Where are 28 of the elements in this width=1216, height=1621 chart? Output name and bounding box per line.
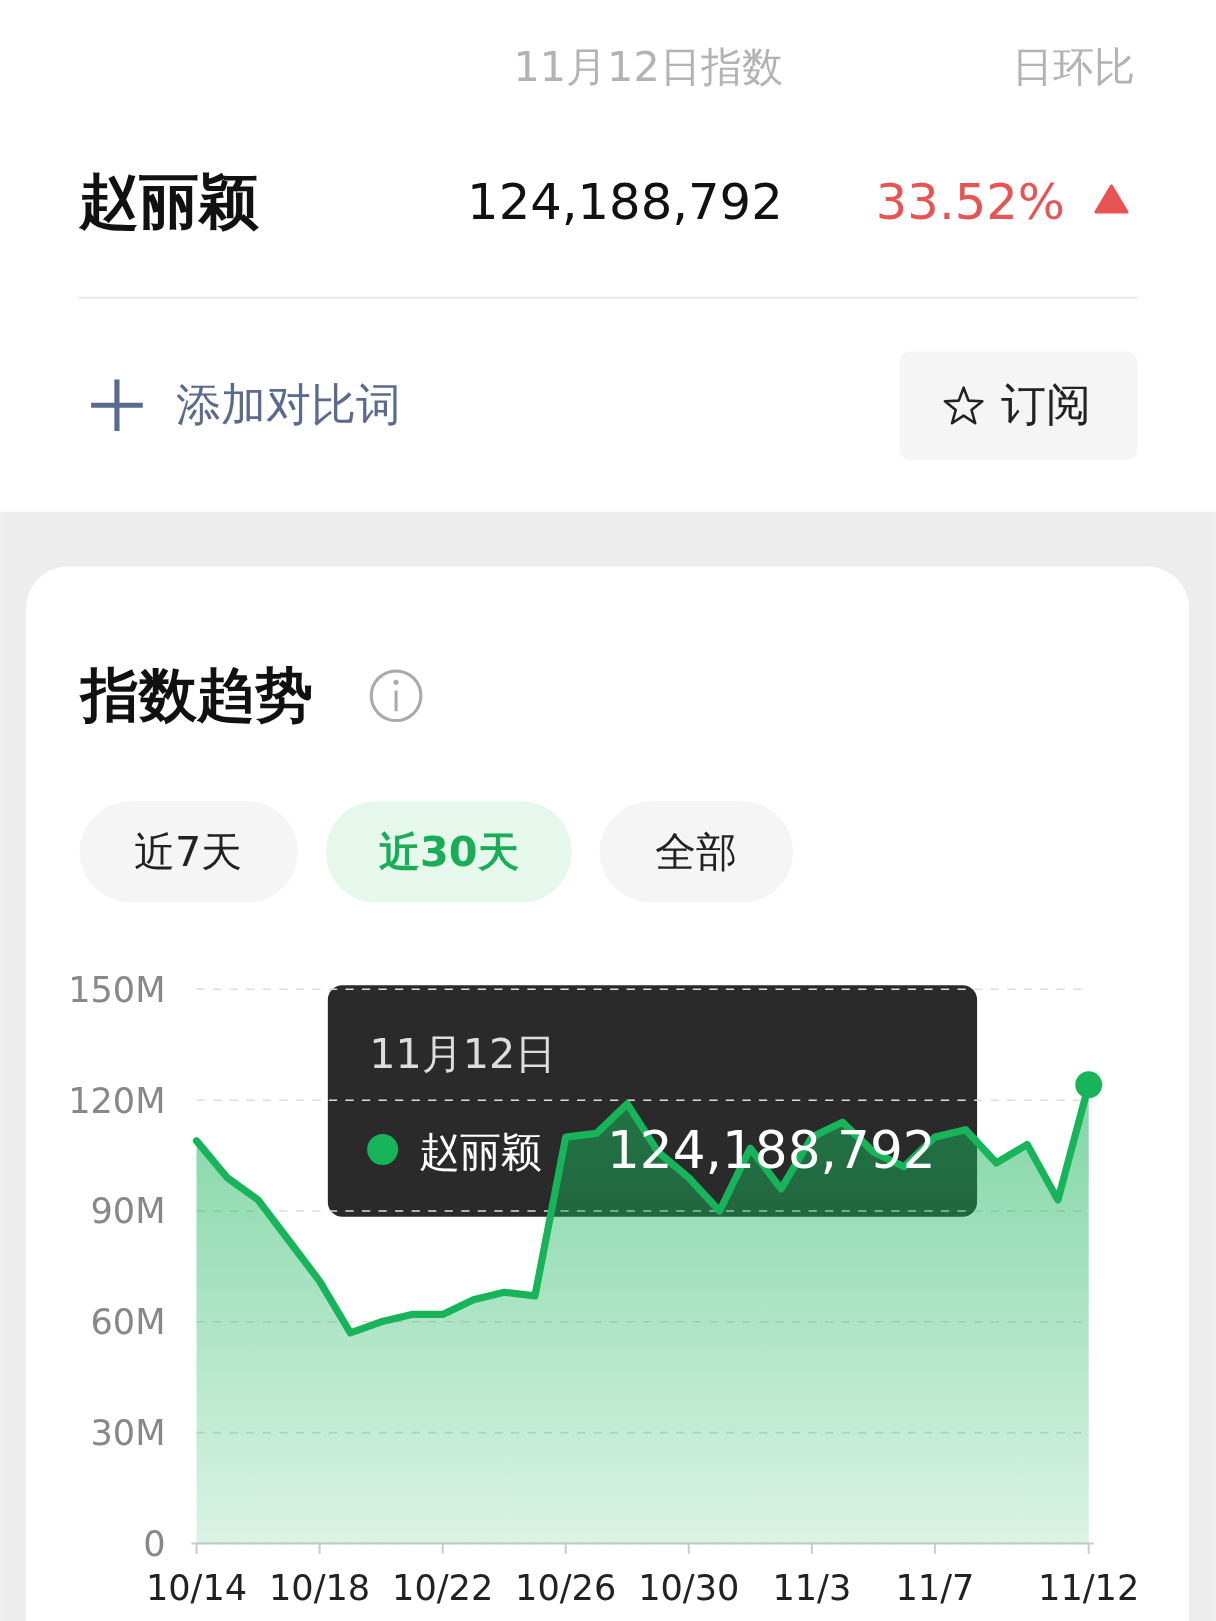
- text: 赵丽颖: [77, 166, 259, 237]
- text: 日环比: [1012, 42, 1136, 91]
- y-tick-label: 120M: [68, 1079, 166, 1121]
- x-tick-label: 10/14: [145, 1567, 248, 1609]
- annotation: 11月12日: [369, 1029, 557, 1078]
- x-tick-label: 11/12: [1038, 1567, 1140, 1609]
- x-tick-label: 11/3: [772, 1567, 852, 1609]
- text: 近7天: [134, 828, 243, 877]
- chart-title: 指数趋势: [78, 661, 313, 730]
- x-tick-label: 10/26: [515, 1567, 617, 1609]
- text: 全部: [654, 828, 737, 877]
- x-tick-label: 10/18: [268, 1567, 371, 1609]
- text: 11月12日指数: [513, 42, 783, 91]
- text: 订阅: [1000, 377, 1091, 431]
- x-tick-label: 10/30: [638, 1567, 740, 1609]
- text: 添加对比词: [175, 377, 401, 431]
- y-tick-label: 60M: [90, 1301, 166, 1343]
- y-tick-label: 150M: [68, 968, 166, 1010]
- x-tick-label: 11/7: [895, 1567, 975, 1609]
- y-tick-label: 0: [143, 1522, 166, 1564]
- legend-label: 赵丽颖: [418, 1128, 542, 1177]
- annotation: 124,188,792: [606, 1120, 936, 1181]
- y-tick-label: 30M: [90, 1412, 166, 1454]
- text: 124,188,792: [467, 173, 783, 232]
- y-tick-label: 90M: [90, 1190, 166, 1232]
- text: 近30天: [379, 828, 519, 877]
- text: 33.52%: [875, 173, 1065, 232]
- x-tick-label: 10/22: [392, 1567, 494, 1609]
